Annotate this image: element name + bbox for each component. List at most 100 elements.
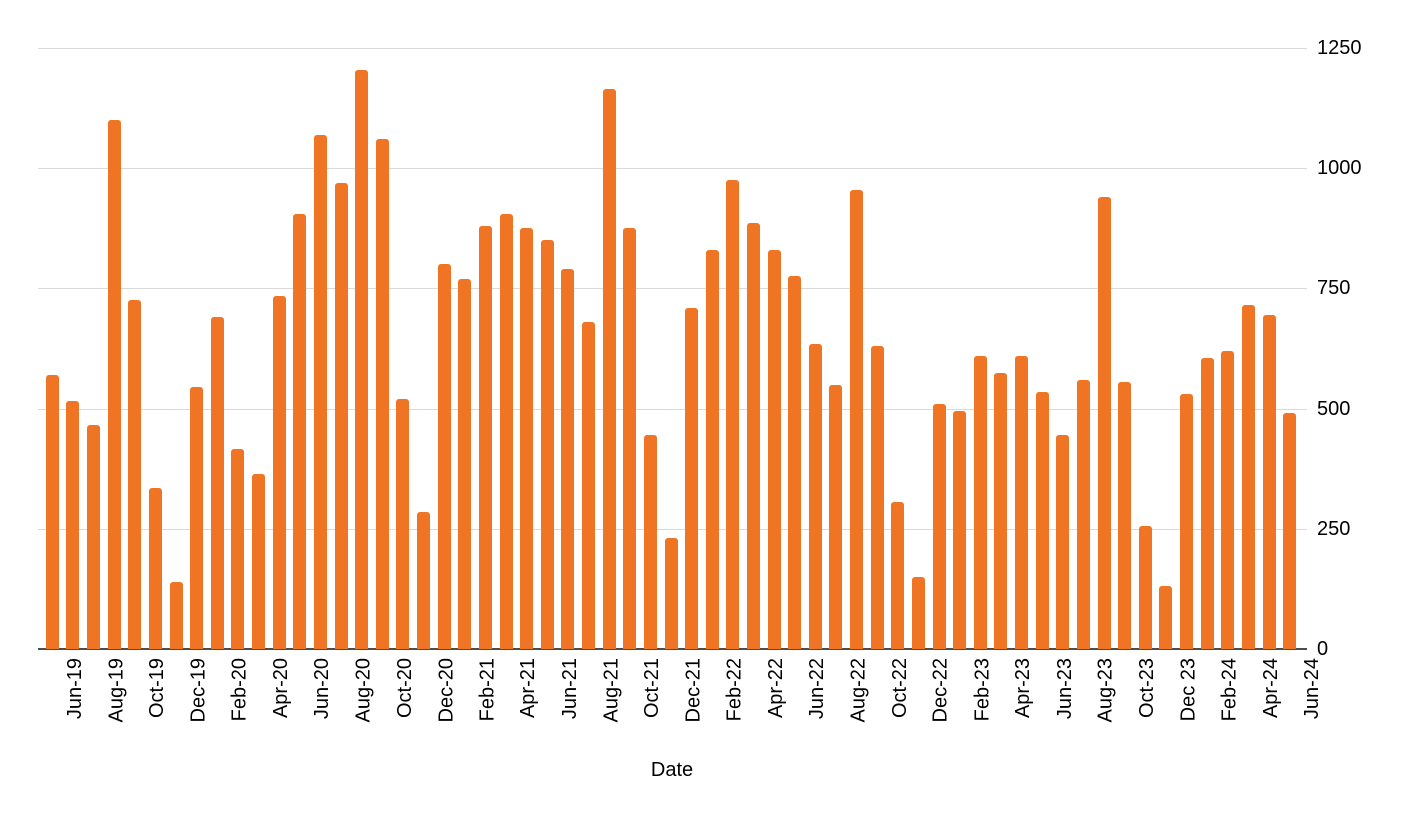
- x-tick-label: Apr-21: [517, 658, 540, 719]
- bar-Feb-24: [1200, 358, 1214, 649]
- bar-Jul-21: [561, 269, 575, 649]
- bar-Feb-20: [210, 317, 224, 649]
- bar-Dec-22: [911, 576, 925, 649]
- y-tick-label: 250: [1317, 517, 1351, 540]
- bar-Jun-19: [45, 374, 59, 649]
- bar-Sep-20: [355, 69, 369, 649]
- bar-Jul-22: [808, 343, 822, 649]
- bar-Nov-21: [643, 435, 657, 649]
- bar-Nov-22: [891, 502, 905, 649]
- bar-Jun-22: [788, 276, 802, 649]
- x-tick-label: Aug-23: [1094, 658, 1117, 723]
- bar-Jan-23: [932, 403, 946, 649]
- x-tick-label: Oct-21: [641, 658, 664, 719]
- x-tick-label: Jun-23: [1053, 658, 1076, 720]
- bar-Jan-24: [1180, 394, 1194, 649]
- bar-Nov-20: [396, 398, 410, 649]
- x-tick-label: Apr-24: [1259, 658, 1282, 719]
- bar-Jun-20: [293, 213, 307, 649]
- bar-Mar-20: [231, 449, 245, 649]
- x-tick-label: Oct-19: [146, 658, 169, 719]
- x-tick-label: Dec 23: [1177, 658, 1200, 722]
- x-tick-label: Apr-23: [1012, 658, 1035, 719]
- gridline: [38, 408, 1307, 410]
- bar-May-20: [272, 295, 286, 649]
- gridline: [38, 168, 1307, 170]
- bar-Aug-19: [87, 425, 101, 649]
- bar-Nov-19: [148, 487, 162, 649]
- bar-Jun-23: [1035, 391, 1049, 649]
- bar-Feb-21: [458, 278, 472, 649]
- bar-Mar-24: [1221, 350, 1235, 649]
- x-tick-label: Oct-23: [1136, 658, 1159, 719]
- bar-Apr-21: [499, 213, 513, 649]
- bar-Nov-23: [1138, 526, 1152, 649]
- x-tick-label: Feb-21: [476, 658, 499, 722]
- bar-Jun-24: [1283, 413, 1297, 649]
- bar-Dec-19: [169, 581, 183, 649]
- x-tick-label: Feb-20: [228, 658, 251, 722]
- bar-Jun-21: [540, 240, 554, 649]
- x-tick-label: Oct-20: [393, 658, 416, 719]
- gridline: [38, 48, 1307, 49]
- bar-Oct-21: [623, 228, 637, 649]
- bar-Sep-22: [850, 189, 864, 649]
- x-tick-label: Aug-20: [352, 658, 375, 723]
- bar-Jan-21: [437, 264, 451, 649]
- bar-Dec-20: [417, 511, 431, 649]
- y-tick-label: 500: [1317, 397, 1351, 420]
- bar-Jul-20: [313, 134, 327, 649]
- bar-Jul-19: [66, 401, 80, 649]
- x-tick-label: Feb-23: [971, 658, 994, 722]
- bar-May-22: [767, 249, 781, 649]
- bar-Apr-20: [252, 473, 266, 649]
- x-tick-label: Jun-20: [311, 658, 334, 720]
- x-tick-label: Jun-24: [1301, 658, 1324, 720]
- x-axis-line: [38, 648, 1307, 650]
- bar-Dec 23: [1159, 586, 1173, 649]
- bar-Oct-20: [375, 139, 389, 649]
- bar-Feb-23: [953, 411, 967, 649]
- bar-Apr-23: [994, 372, 1008, 649]
- bar-Aug-21: [582, 322, 595, 649]
- bar-Sep-21: [602, 88, 616, 649]
- x-tick-label: Feb-24: [1218, 658, 1241, 722]
- bar-May-23: [1015, 355, 1029, 649]
- x-tick-label: Feb-22: [723, 658, 746, 722]
- x-tick-label: Jun-19: [63, 658, 86, 720]
- x-axis-title: Date: [650, 759, 694, 781]
- bar-Sep-23: [1097, 197, 1111, 649]
- x-tick-label: Dec-22: [929, 658, 952, 723]
- bar-Mar-23: [973, 355, 987, 649]
- bar-Aug-22: [829, 384, 843, 649]
- x-tick-label: Jun-22: [806, 658, 829, 720]
- bar-Jan-22: [685, 307, 699, 649]
- bar-Mar-21: [478, 225, 492, 649]
- bar-Apr-24: [1241, 305, 1255, 649]
- bar-Sep-19: [107, 120, 121, 649]
- bar-Oct-23: [1118, 382, 1132, 649]
- bar-Feb-22: [705, 249, 719, 649]
- x-tick-label: Dec-19: [187, 658, 210, 723]
- x-tick-label: Apr-22: [764, 658, 787, 719]
- x-tick-label: Aug-22: [847, 658, 870, 723]
- y-tick-label: 1250: [1317, 37, 1362, 59]
- bar-Apr-22: [746, 223, 760, 649]
- y-tick-label: 0: [1317, 638, 1329, 660]
- bar-Oct-19: [128, 300, 142, 649]
- x-tick-label: Oct-22: [888, 658, 911, 719]
- x-tick-label: Jun-21: [558, 658, 581, 720]
- x-tick-label: Apr-20: [270, 658, 293, 719]
- gridline: [38, 528, 1307, 530]
- bar-Aug-20: [334, 182, 348, 649]
- y-tick-label: 1000: [1317, 157, 1362, 180]
- x-tick-label: Aug-19: [105, 658, 128, 723]
- bar-Jul-23: [1056, 435, 1070, 649]
- bar-Jan-20: [190, 386, 204, 649]
- bar-Aug-23: [1076, 379, 1090, 649]
- bar-Mar-22: [726, 180, 740, 649]
- bar-May-21: [520, 228, 534, 649]
- bar-Oct-22: [870, 346, 884, 649]
- x-tick-label: Dec-21: [682, 658, 705, 723]
